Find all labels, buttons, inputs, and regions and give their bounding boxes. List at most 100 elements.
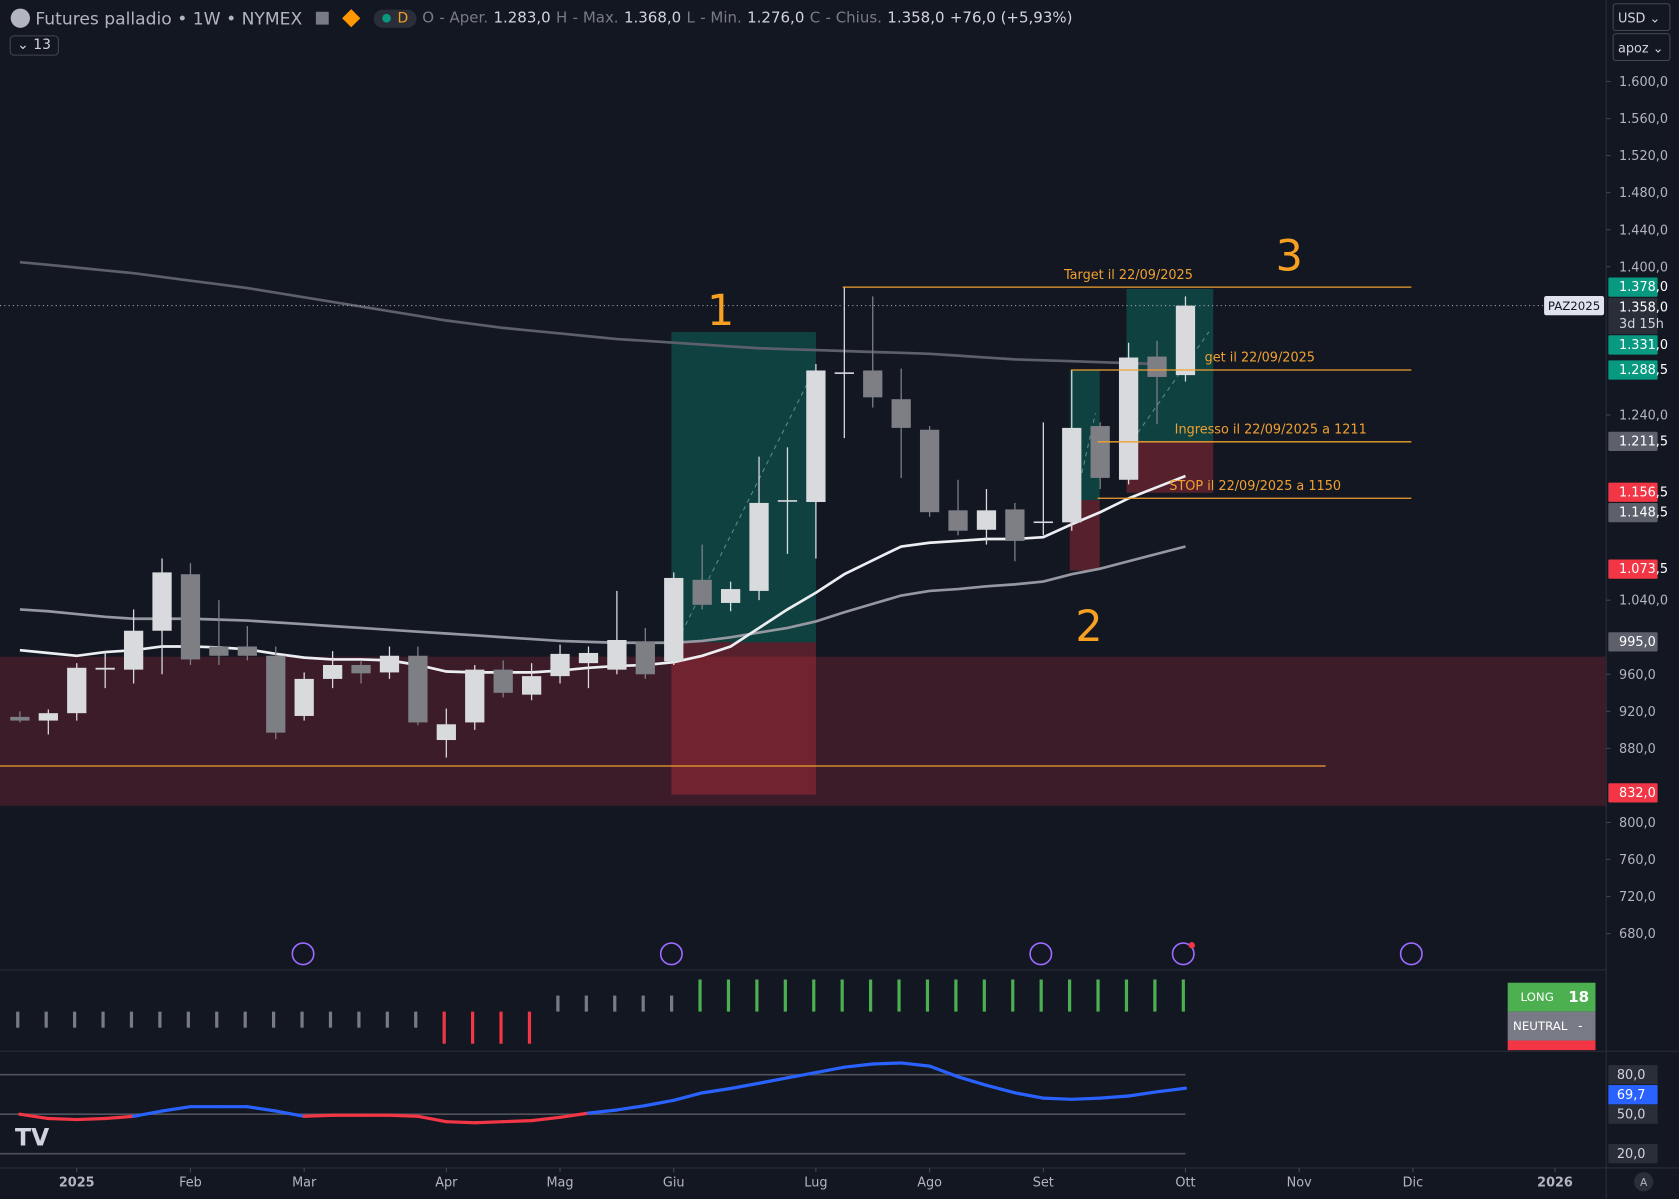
- price-label-text: 995,0: [1619, 635, 1656, 650]
- x-tick-label: Dic: [1403, 1175, 1424, 1190]
- indicator-count: 13: [33, 37, 51, 54]
- event-icon[interactable]: [1171, 942, 1195, 966]
- symbol-title[interactable]: Futures palladio • 1W • NYMEX: [35, 8, 303, 29]
- y-tick-label: 1.520,0: [1619, 149, 1668, 164]
- candle-body: [465, 669, 485, 723]
- y-tick-label: 1.400,0: [1619, 260, 1668, 275]
- candle-body: [1005, 509, 1025, 541]
- ohlc-name: - Max.: [572, 9, 619, 27]
- rsi-segment: [814, 1065, 846, 1075]
- rsi-segment: [842, 1062, 875, 1069]
- x-tick-label: Lug: [804, 1175, 827, 1190]
- candle-body: [1175, 305, 1196, 376]
- annotation: 3: [1276, 232, 1303, 282]
- rsi-segment: [956, 1075, 989, 1087]
- x-tick-label: 2025: [59, 1175, 95, 1190]
- rsi-segment: [558, 1111, 591, 1119]
- currency: USD: [1617, 10, 1646, 26]
- y-tick-label: 920,0: [1619, 705, 1656, 720]
- candle-body: [578, 652, 599, 664]
- y-tick-label: 720,0: [1619, 890, 1656, 905]
- unit-select[interactable]: apoz ⌄: [1612, 33, 1671, 62]
- price-label-text: 832,0: [1619, 786, 1656, 801]
- candle-body: [95, 667, 115, 670]
- session-pill[interactable]: D: [373, 9, 417, 28]
- currency-select[interactable]: USD ⌄: [1612, 3, 1671, 32]
- candle-body: [379, 655, 400, 673]
- indicators-toggle[interactable]: ⌄ 13: [9, 35, 59, 56]
- ohlc-key: O: [422, 9, 435, 27]
- rsi-segment: [387, 1113, 420, 1118]
- price-label: [1608, 482, 1658, 502]
- rsi-tick-bg: [1608, 1144, 1658, 1164]
- price-label: [1608, 360, 1658, 380]
- flag-icon[interactable]: [316, 11, 330, 25]
- symbol-tag-label: PAZ2025: [1548, 299, 1600, 313]
- signal-neutral-value: -: [1578, 1019, 1583, 1034]
- candle-body: [209, 646, 229, 656]
- rsi-last-label: [1608, 1085, 1658, 1105]
- rsi-segment: [75, 1116, 107, 1122]
- logo: TV: [15, 1124, 50, 1152]
- y-tick-label: 1.480,0: [1619, 186, 1668, 201]
- candle-body: [692, 579, 712, 605]
- legend-header: Futures palladio • 1W • NYMEX D O- Aper.…: [10, 6, 1073, 30]
- y-tick-label: 1.560,0: [1619, 112, 1668, 127]
- ohlc-name: - Min.: [700, 9, 742, 27]
- y-tick-label: 800,0: [1619, 816, 1656, 831]
- candle-body: [436, 724, 456, 741]
- level-label: Target il 22/09/2025: [1063, 268, 1193, 283]
- profit-area: [1126, 288, 1214, 442]
- candle-body: [976, 510, 997, 530]
- rsi-segment: [729, 1081, 761, 1091]
- rsi-tick-label: 50,0: [1617, 1108, 1646, 1123]
- ohlc-key: C: [809, 9, 821, 27]
- ohlc-value: 1.358,0: [887, 9, 945, 27]
- signal-long-label: LONG: [1521, 990, 1554, 1004]
- y-tick-label: 1.600,0: [1619, 75, 1668, 90]
- status-dot: [382, 13, 392, 23]
- moving-average: [19, 545, 1186, 645]
- plot-layer: Target il 22/09/2025 get il 22/09/2025 Ing…: [0, 232, 1607, 806]
- candle-body: [863, 370, 883, 398]
- rsi-segment: [501, 1119, 534, 1124]
- candle-body: [493, 669, 513, 693]
- rsi-tick-label: 80,0: [1617, 1068, 1646, 1083]
- event-icon[interactable]: [659, 942, 683, 966]
- price-label: [1608, 559, 1658, 579]
- change: +76,0 (+5,93%): [949, 9, 1073, 27]
- level-label: get il 22/09/2025: [1205, 351, 1315, 366]
- candle-body: [237, 646, 257, 656]
- event-icon[interactable]: [1029, 942, 1053, 966]
- y-tick-label: 680,0: [1619, 927, 1656, 942]
- price-label: [1608, 431, 1658, 451]
- x-tick-label: Mag: [546, 1175, 573, 1190]
- ohlc-key: H: [556, 9, 568, 27]
- event-icon[interactable]: [291, 942, 315, 966]
- event-icon[interactable]: [1399, 942, 1423, 966]
- x-tick-label: Giu: [663, 1175, 685, 1190]
- candle-body: [1090, 426, 1110, 478]
- y-tick-label: 960,0: [1619, 668, 1656, 683]
- auto-scale-label[interactable]: A: [1640, 1176, 1648, 1189]
- rsi-segment: [984, 1083, 1017, 1095]
- rsi-tick-label: 20,0: [1617, 1147, 1646, 1162]
- rsi-last-label-text: 69,7: [1617, 1088, 1646, 1103]
- candle-body: [123, 630, 144, 670]
- loss-area: [1126, 441, 1214, 493]
- rsi-tick-bg: [1608, 1104, 1658, 1124]
- candle-body: [550, 653, 570, 677]
- alert-icon[interactable]: [342, 9, 361, 28]
- price-label: [1608, 297, 1658, 335]
- auto-scale-button[interactable]: [1634, 1172, 1654, 1192]
- candle-body: [1033, 521, 1053, 524]
- price-label: [1608, 335, 1658, 355]
- candle-body: [891, 399, 911, 428]
- candle-body: [720, 589, 741, 603]
- signal-neutral-row: [1507, 1011, 1596, 1041]
- rsi-segment: [927, 1064, 960, 1079]
- x-tick-label: Set: [1033, 1175, 1054, 1190]
